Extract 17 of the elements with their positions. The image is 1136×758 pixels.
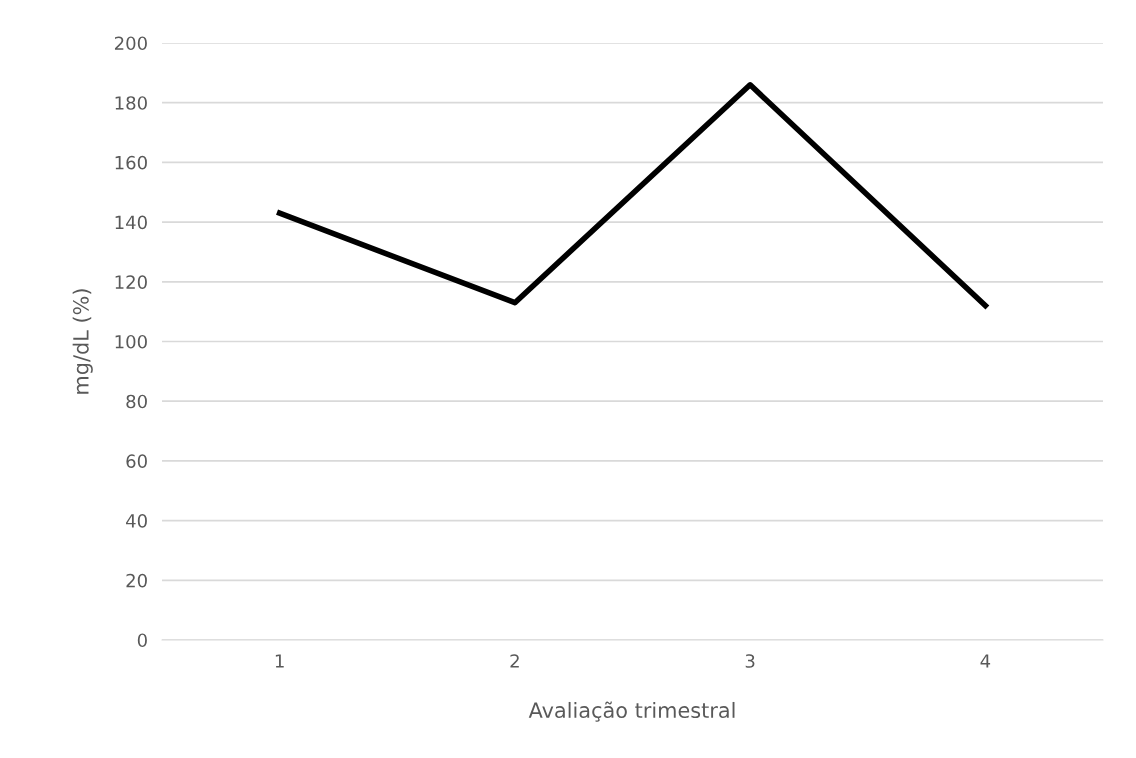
y-tick-label: 180 [115, 96, 147, 110]
x-tick-label: 2 [510, 654, 519, 668]
y-tick-label: 60 [126, 454, 147, 469]
y-tick-label: 100 [115, 334, 147, 349]
y-tick-label: 40 [126, 514, 147, 528]
y-tick-label: 200 [114, 36, 147, 51]
x-tick-label: 3 [745, 654, 755, 668]
x-tick-label: 4 [980, 654, 991, 668]
x-tick-label: 1 [275, 654, 284, 668]
y-tick-label: 80 [126, 394, 147, 409]
y-tick-label: 120 [115, 275, 147, 289]
y-tick-label: 20 [126, 573, 147, 588]
y-tick-label: 160 [115, 155, 147, 170]
y-tick-label: 140 [115, 215, 147, 230]
y-axis-title: mg/dL (%) [72, 289, 93, 394]
x-axis-title: Avaliação trimestral [528, 701, 735, 722]
y-tick-label: 0 [137, 633, 147, 648]
